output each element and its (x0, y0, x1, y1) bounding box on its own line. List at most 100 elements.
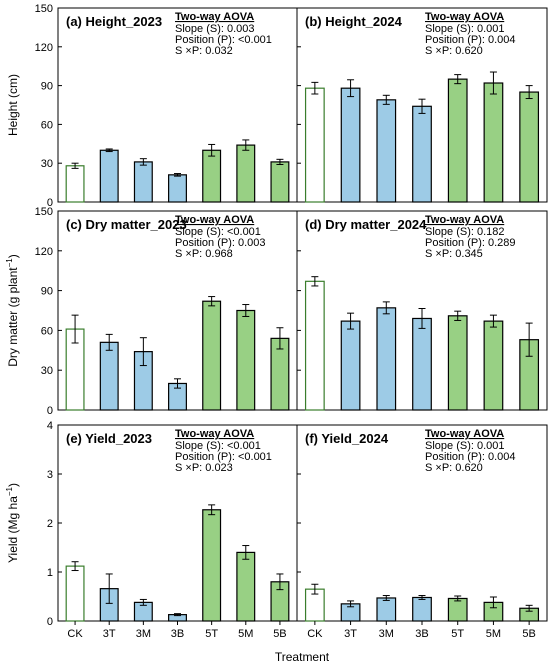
error-bar (347, 600, 355, 608)
y-tick-label: 60 (41, 119, 53, 131)
bar-3m (133, 161, 153, 203)
stats-line: Slope (S): 0.182 (425, 226, 505, 238)
stats-line: Position (P): <0.001 (175, 451, 272, 463)
x-tick-label: 3B (171, 628, 184, 640)
x-axis-label: Treatment (275, 650, 330, 664)
error-bar (418, 595, 426, 600)
bar-3t (99, 341, 119, 411)
bar-ck (304, 280, 325, 411)
error-bar (311, 583, 319, 595)
bar-5b (519, 91, 540, 203)
error-bar (105, 573, 113, 604)
stats-line: Slope (S): 0.001 (425, 440, 505, 452)
y-tick-label: 90 (41, 286, 53, 298)
panel-title: (e) Yield_2023 (66, 431, 152, 446)
bar-5t (202, 149, 222, 203)
error-bar (525, 604, 533, 612)
x-tick-label: 3M (379, 628, 394, 640)
error-bar (454, 310, 462, 321)
bar-5t (447, 78, 468, 203)
error-bar (242, 304, 250, 317)
error-bar (382, 301, 390, 315)
y-tick-label: 3 (47, 469, 53, 481)
stats-heading: Two-way AOVA (425, 214, 504, 226)
stats-heading: Two-way AOVA (425, 11, 504, 23)
y-tick-label: 1 (47, 567, 53, 579)
stats-line: Slope (S): 0.001 (425, 23, 505, 35)
bar-3t (99, 149, 119, 203)
y-tick-label: 4 (47, 420, 53, 432)
panel-f: CK 3T 3M 3B 5T 5M 5B (f) Yield_2024 Two-way AOVA… (296, 424, 548, 640)
x-tick-label: 5B (273, 628, 286, 640)
error-bar (242, 139, 250, 151)
stats-line: Slope (S): <0.001 (175, 226, 261, 238)
stats-line: S ×P: 0.968 (175, 248, 233, 260)
error-bar (174, 173, 181, 177)
bar-3m (376, 99, 397, 203)
stats-line: Slope (S): <0.001 (175, 440, 261, 452)
bar-5m (236, 309, 256, 411)
error-bar (311, 276, 319, 287)
y-tick-label: 60 (41, 325, 53, 337)
error-bar (208, 504, 216, 516)
error-bar (489, 314, 497, 328)
x-tick-label: 5M (486, 628, 501, 640)
error-bar (208, 143, 216, 157)
stats-line: S ×P: 0.620 (425, 45, 483, 57)
bar-3m (376, 597, 397, 622)
x-tick-label: 3T (344, 628, 357, 640)
error-bar (242, 545, 250, 560)
error-bar (347, 79, 355, 98)
error-bar (454, 595, 462, 602)
bar-3t (340, 320, 361, 411)
error-bar (418, 308, 426, 329)
stats-line: Slope (S): 0.003 (175, 23, 255, 35)
panel-title: (b) Height_2024 (305, 14, 403, 29)
error-bar (382, 94, 390, 105)
bar-5t (202, 300, 222, 411)
y-axis-label: Yield (Mg ha−1) (5, 483, 20, 563)
x-tick-label: CK (307, 628, 323, 640)
panel-title: (a) Height_2023 (66, 14, 162, 29)
error-bar (174, 378, 181, 389)
x-tick-label: 5B (522, 628, 535, 640)
panel-a: 0 30 60 90 120 150 (a) Height_2023 Two-way AOVA… (35, 3, 298, 209)
stats-line: Position (P): 0.003 (175, 237, 266, 249)
error-bar (71, 162, 79, 169)
y-tick-label: 0 (47, 197, 53, 209)
error-bar (208, 296, 216, 307)
panel-title: (f) Yield_2024 (305, 431, 389, 446)
error-bar (418, 98, 426, 114)
bar-5t (447, 597, 468, 622)
bar-3b (412, 596, 432, 622)
x-tick-label: 5M (238, 628, 253, 640)
stats-line: Position (P): <0.001 (175, 34, 272, 46)
y-axis-label: Height (cm) (6, 74, 20, 136)
error-bar (454, 74, 462, 85)
stats-heading: Two-way AOVA (425, 428, 504, 440)
x-tick-label: 5T (205, 628, 218, 640)
bar-5t (447, 315, 468, 411)
x-tick-label: 3M (136, 628, 151, 640)
error-bar (347, 312, 355, 330)
error-bar (489, 596, 497, 609)
stats-heading: Two-way AOVA (175, 214, 254, 226)
bar-3b (168, 174, 187, 203)
error-bar (71, 314, 79, 344)
error-bar (139, 337, 147, 367)
bar-5b (270, 161, 290, 203)
bar-3b (412, 105, 432, 203)
error-bar (382, 595, 390, 601)
y-tick-label: 30 (41, 158, 53, 170)
y-axis-label: Dry matter (g plant−1) (5, 254, 20, 367)
error-bar (525, 85, 533, 100)
bar-3m (376, 307, 397, 411)
error-bar (276, 327, 284, 350)
y-tick-label: 120 (35, 42, 53, 54)
bar-5m (483, 320, 504, 411)
error-bar (139, 598, 147, 606)
x-tick-label: 3B (415, 628, 428, 640)
